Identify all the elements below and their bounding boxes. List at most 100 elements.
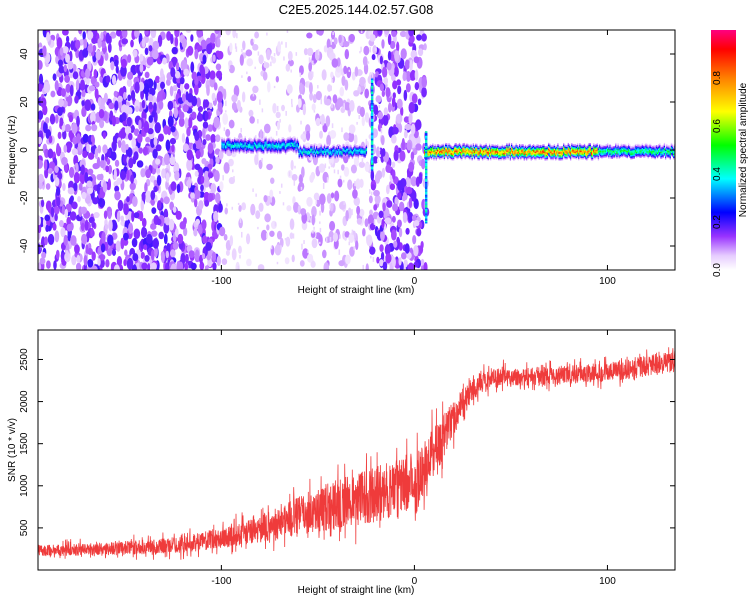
spectrogram-cell [463, 142, 465, 145]
spectrogram-cell [370, 169, 375, 182]
spectrogram-cell [461, 148, 463, 151]
spectrogram-cell [337, 144, 340, 147]
spectrogram-cell [266, 224, 270, 231]
spectrogram-cell [587, 146, 589, 148]
spectrogram-cell [45, 183, 51, 190]
spectrogram-cell [57, 59, 64, 67]
spectrogram-cell [242, 141, 244, 143]
spectrogram-cell [453, 153, 455, 155]
spectrogram-cell [199, 261, 205, 270]
spectrogram-cell [538, 155, 541, 158]
spectrogram-cell [314, 151, 317, 154]
spectrogram-cell [581, 147, 583, 150]
spectrogram-cell [508, 144, 510, 146]
spectrogram-cell [618, 155, 620, 157]
spectrogram-cell [478, 147, 480, 150]
spectrogram-cell [332, 153, 334, 156]
spectrogram-cell [365, 149, 368, 152]
spectrogram-cell [253, 138, 256, 140]
spectrogram-cell [486, 148, 488, 151]
spectrogram-cell [115, 240, 121, 252]
spectrogram-cell [221, 150, 223, 152]
spectrogram-cell [359, 151, 362, 154]
spectrogram-cell [525, 150, 528, 153]
spectrogram-cell [352, 189, 358, 199]
spectrogram-cell [280, 145, 282, 147]
spectrogram-cell [596, 144, 598, 147]
spectrogram-cell [239, 147, 242, 150]
spectrogram-cell [465, 155, 468, 157]
spectrogram-cell [437, 154, 440, 156]
spectrogram-cell [265, 142, 267, 144]
spectrogram-cell [530, 146, 532, 148]
spectrogram-cell [273, 143, 275, 146]
spectrogram-cell [591, 158, 594, 161]
spectrogram-cell [263, 123, 271, 134]
spectrogram-cell [447, 151, 449, 154]
spectrogram-cell [404, 59, 410, 70]
spectrogram-cell [611, 154, 613, 157]
spectrogram-cell [294, 143, 296, 146]
spectrogram-cell [315, 150, 318, 152]
spectrogram-cell [588, 144, 590, 147]
spectrogram-cell [571, 151, 573, 154]
spectrogram-cell [38, 224, 42, 234]
spectrogram-cell [108, 219, 113, 232]
spectrogram-cell [300, 133, 306, 140]
spectrogram-cell [514, 149, 516, 152]
spectrogram-cell [267, 81, 271, 93]
spectrogram-cell [318, 156, 320, 158]
spectrogram-cell [451, 150, 454, 153]
spectrogram-cell [528, 153, 530, 155]
spectrogram-cell [539, 144, 542, 147]
spectrogram-cell [61, 205, 66, 215]
spectrogram-cell [550, 149, 552, 152]
spectrogram-cell [219, 226, 226, 237]
spectrogram-cell [126, 257, 134, 270]
spectrogram-cell [497, 151, 499, 154]
spectrogram-cell [150, 230, 158, 237]
spectrogram-cell [331, 152, 333, 154]
spectrogram-cell [339, 146, 341, 148]
spectrogram-cell [295, 149, 297, 152]
spectrogram-cell [505, 155, 507, 158]
spectrogram-cell [82, 31, 86, 40]
spectrogram-cell [76, 133, 81, 144]
spectrogram-cell [342, 151, 344, 153]
spectrogram-cell [568, 154, 571, 157]
spectrogram-cell [313, 148, 315, 150]
spectrogram-cell [493, 157, 495, 160]
spectrogram-cell [428, 155, 430, 158]
spectrogram-cell [556, 154, 558, 156]
spectrogram-cell [354, 66, 359, 77]
spectrogram-cell [404, 243, 410, 254]
spectrogram-cell [169, 156, 176, 166]
spectrogram-cell [398, 201, 405, 212]
spectrogram-cell [466, 148, 469, 150]
spectrogram-cell [500, 153, 502, 155]
spectrogram-cell [182, 104, 189, 113]
spectrogram-cell [515, 147, 517, 150]
spectrogram-cell [103, 210, 108, 220]
spectrogram-cell [319, 193, 326, 205]
spectrogram-cell [326, 145, 328, 148]
spectrogram-cell [258, 137, 260, 140]
spectrogram-cell [536, 148, 538, 151]
spectrogram-cell [322, 150, 325, 152]
spectrogram-cell [608, 152, 610, 155]
spectrogram-cell [453, 157, 455, 160]
spectrogram-cell [484, 149, 486, 151]
spectrogram-cell [170, 181, 177, 192]
spectrogram-cell [547, 142, 550, 145]
spectrogram-cell [590, 157, 593, 160]
spectrogram-cell [602, 153, 604, 156]
spectrogram-cell [563, 154, 565, 157]
spectrogram-cell [54, 230, 60, 243]
spectrogram-cell [224, 146, 227, 149]
spectrogram-cell [246, 258, 252, 267]
spectrogram-cell [546, 147, 549, 149]
spectrogram-cell [508, 147, 510, 149]
spectrogram-cell [245, 139, 248, 142]
spectrogram-cell [191, 111, 197, 120]
